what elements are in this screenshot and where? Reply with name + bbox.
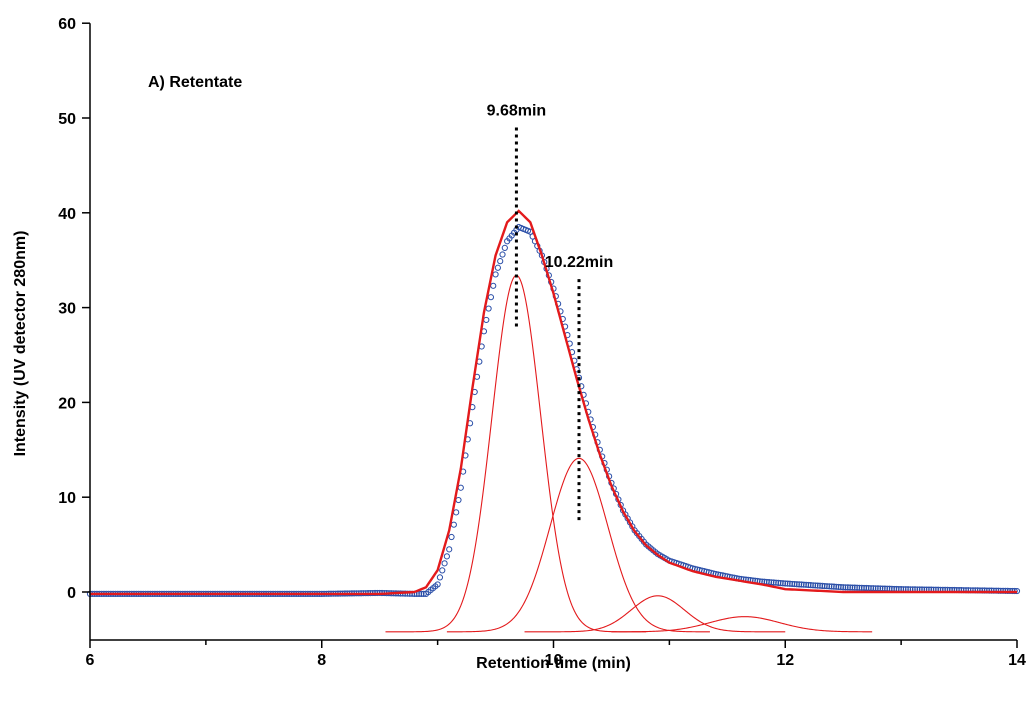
measured-point [784, 580, 791, 587]
measured-point [856, 584, 863, 591]
measured-point [775, 579, 782, 587]
axes: 0 10 20 30 40 50 60 6 8 10 12 14 [58, 16, 1026, 669]
peak-label: 10.22min [545, 254, 613, 271]
measured-point [490, 282, 497, 289]
fit-component-2 [385, 274, 647, 633]
measured-point [796, 581, 803, 588]
measured-point [990, 587, 997, 594]
measured-point [830, 583, 838, 590]
measured-point [483, 316, 490, 324]
measured-point [786, 580, 793, 587]
fit-component-5 [611, 616, 873, 633]
measured-point [791, 580, 798, 588]
measured-point [988, 587, 995, 594]
measured-point [492, 271, 499, 278]
measured-point [835, 583, 842, 591]
measured-point [455, 496, 462, 504]
measured-point [439, 567, 446, 574]
measured-point [770, 579, 777, 586]
measured-point [995, 587, 1002, 594]
measured-point [497, 258, 504, 265]
measured-point [814, 582, 821, 589]
fit-total-line [90, 209, 1017, 596]
y-tick-label: 30 [58, 301, 76, 318]
measured-point [768, 579, 775, 586]
measured-point [772, 579, 780, 586]
measured-point [833, 583, 840, 590]
measured-point [800, 581, 807, 588]
measured-point [837, 584, 844, 591]
measured-point [793, 581, 800, 588]
measured-point [844, 584, 851, 591]
measured-point [494, 264, 501, 271]
measured-point [457, 484, 464, 491]
measured-point [847, 584, 854, 591]
y-tick-label: 0 [67, 585, 76, 602]
measured-point [434, 581, 441, 588]
measured-point [805, 581, 812, 589]
measured-point [803, 581, 810, 588]
fit-component-4 [524, 595, 786, 633]
measured-point [501, 244, 508, 251]
y-tick-label: 10 [58, 490, 76, 507]
measured-point [485, 305, 492, 312]
measured-point [448, 533, 455, 541]
measured-point [798, 581, 805, 588]
measured-point [849, 584, 856, 591]
measured-point [867, 585, 875, 592]
measured-point [779, 580, 787, 587]
peak-label: 9.68min [487, 102, 547, 119]
measured-point [819, 582, 826, 589]
measured-point [853, 584, 861, 591]
peak-annotations: 9.68min 10.22min [487, 102, 613, 521]
measured-point [487, 294, 495, 301]
x-tick-label: 8 [317, 652, 326, 669]
measured-point [851, 584, 858, 591]
measured-point [436, 574, 444, 581]
measured-point [997, 587, 1004, 594]
y-tick-label: 20 [58, 395, 76, 412]
x-tick-label: 12 [776, 652, 794, 669]
measured-point [453, 509, 460, 516]
x-tick-label: 10 [545, 652, 563, 669]
measured-point [777, 579, 784, 587]
x-tick-label: 14 [1008, 652, 1026, 669]
measured-point [865, 584, 872, 592]
fit-series [90, 209, 1017, 633]
measured-point [789, 580, 796, 588]
measured-point [821, 582, 828, 590]
measured-point [782, 580, 789, 587]
y-tick-label: 60 [58, 16, 76, 33]
measured-point [816, 582, 824, 589]
panel-label: A) Retentate [148, 74, 242, 91]
measured-point [499, 251, 506, 258]
measured-point [826, 583, 833, 590]
measured-point [823, 583, 831, 590]
measured-point [863, 584, 870, 592]
measured-point [860, 584, 868, 592]
measured-point [842, 584, 849, 591]
measured-point [828, 583, 835, 590]
x-axis-title: Retention time (min) [476, 655, 631, 672]
y-tick-label: 40 [58, 206, 76, 223]
measured-point [993, 587, 1000, 594]
measured-point [446, 546, 453, 553]
y-tick-label: 50 [58, 111, 76, 128]
measured-point [812, 582, 819, 589]
measured-point [443, 553, 450, 560]
measured-point [858, 584, 865, 591]
measured-point [450, 521, 457, 528]
measured-series [86, 223, 1021, 598]
measured-point [840, 584, 847, 591]
measured-point [807, 582, 814, 589]
measured-point [418, 590, 425, 598]
x-tick-label: 6 [86, 652, 95, 669]
measured-point [441, 560, 448, 567]
fit-component-3 [446, 457, 710, 633]
measured-point [809, 582, 817, 589]
y-axis-title: Intensity (UV detector 280nm) [12, 231, 29, 457]
